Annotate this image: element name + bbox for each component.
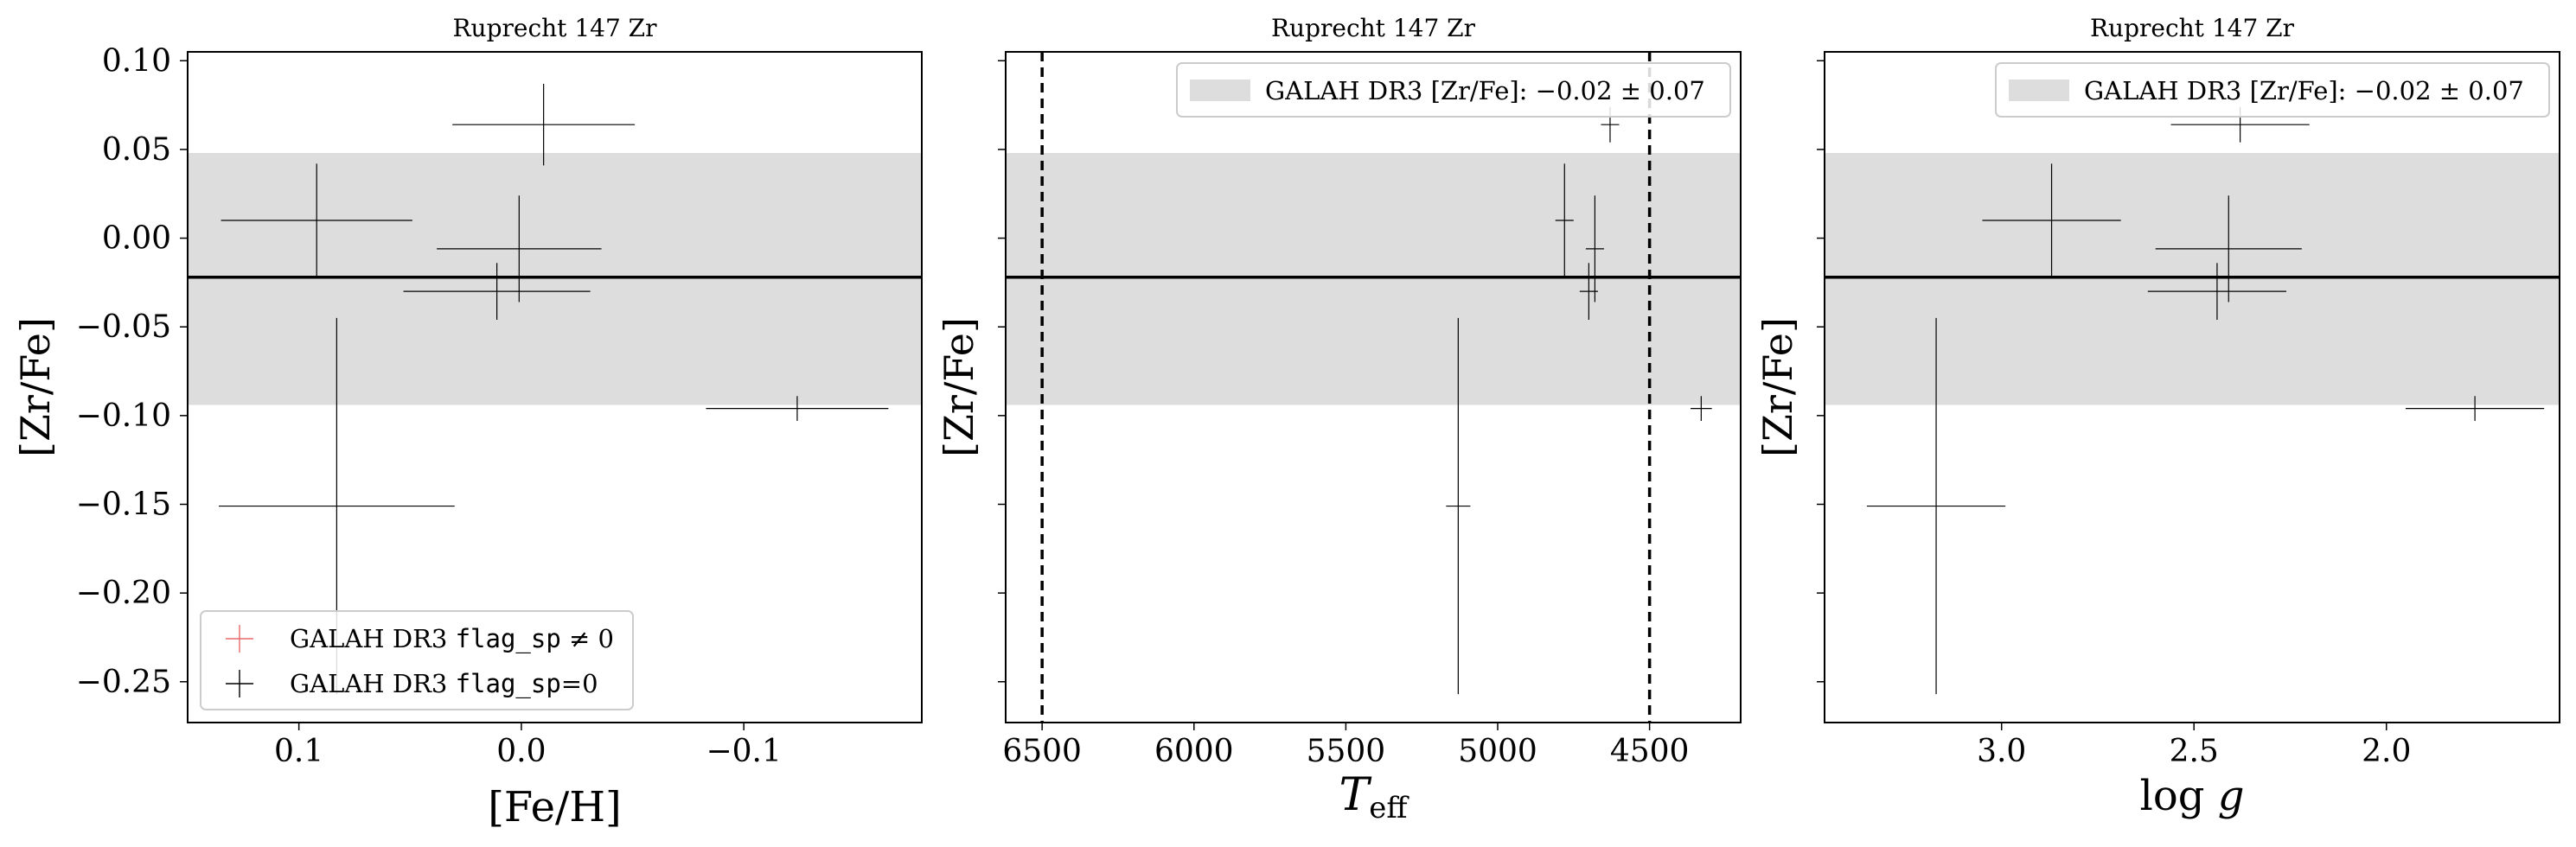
x-tick-label: −0.1: [706, 734, 781, 769]
legend-label: GALAH DR3 flag_sp ≠ 0: [290, 624, 614, 654]
x-tick-label: 0.0: [496, 734, 546, 769]
panel-title: Ruprecht 147 Zr: [452, 14, 657, 42]
legend-label: GALAH DR3 [Zr/Fe]: −0.02 ± 0.07: [1265, 76, 1705, 105]
legend-box: [1995, 62, 2550, 118]
y-tick-label: −0.20: [76, 576, 171, 611]
legend-label: GALAH DR3 [Zr/Fe]: −0.02 ± 0.07: [2084, 76, 2524, 105]
y-tick-label: 0.10: [102, 43, 171, 79]
data-point: [1691, 396, 1712, 422]
legend-label: GALAH DR3 flag_sp=0: [290, 669, 598, 699]
data-point: [1555, 163, 1574, 277]
legend: GALAH DR3 [Zr/Fe]: −0.02 ± 0.07: [1176, 62, 1731, 118]
x-tick-label: 5500: [1307, 734, 1386, 769]
x-tick-label: 3.0: [1977, 734, 2026, 769]
x-tick-label: 5000: [1458, 734, 1537, 769]
y-tick-label: 0.05: [102, 132, 171, 168]
y-axis-label: [Zr/Fe]: [1755, 317, 1801, 457]
data-point: [2147, 263, 2287, 320]
data-point: [403, 263, 591, 320]
data-point: [1446, 317, 1471, 695]
x-tick-label: 2.5: [2170, 734, 2219, 769]
y-axis-label: [Zr/Fe]: [936, 317, 982, 457]
y-axis-label: [Zr/Fe]: [12, 317, 59, 457]
x-tick-label: 2.0: [2362, 734, 2411, 769]
data-point: [706, 396, 889, 422]
data-point: [1866, 317, 2006, 695]
data-point: [2155, 195, 2302, 302]
y-tick-label: −0.10: [76, 398, 171, 434]
legend-band-swatch: [1190, 80, 1250, 101]
data-point: [437, 195, 602, 302]
panel-title: Ruprecht 147 Zr: [2090, 14, 2295, 42]
axes-frame: [1005, 51, 1742, 723]
reference-band: [188, 153, 922, 405]
data-point: [1579, 263, 1598, 320]
legend: GALAH DR3 [Zr/Fe]: −0.02 ± 0.07: [1995, 62, 2550, 118]
data-point: [2405, 396, 2545, 422]
x-tick-label: 4500: [1610, 734, 1690, 769]
x-axis-label: log g: [2140, 772, 2245, 820]
panel-1: 0.1 0.0 −0.1 0.10 0.05 0.00 −0.05 −0.10 −0.15 −0.…: [12, 14, 923, 831]
legend-box: [1176, 62, 1731, 118]
x-tick-label: 6000: [1154, 734, 1234, 769]
x-axis-label: Teff: [1339, 769, 1410, 825]
axes-frame: [187, 51, 923, 723]
panel-3: 3.0 2.5 2.0 Ruprecht 147 Zr [Zr/Fe] log g GALA…: [1755, 14, 2560, 820]
data-point: [221, 163, 412, 277]
panel-title: Ruprecht 147 Zr: [1271, 14, 1476, 42]
y-tick-label: 0.00: [102, 221, 171, 257]
axes-frame: [1824, 51, 2560, 723]
panel-2: 6500 6000 5500 5000 4500 Ruprecht 147 Zr [Zr/F…: [936, 14, 1742, 825]
reference-band: [1006, 153, 1741, 405]
legend: GALAH DR3 flag_sp ≠ 0 GALAH DR3 flag_sp=0: [200, 610, 634, 710]
y-tick-label: −0.05: [76, 309, 171, 345]
legend-box: [200, 610, 634, 710]
y-tick-label: −0.15: [76, 487, 171, 522]
data-point: [1585, 195, 1604, 302]
reference-band: [1825, 153, 2560, 405]
y-tick-label: −0.25: [76, 665, 171, 700]
data-point: [452, 83, 636, 166]
legend-band-swatch: [2009, 80, 2069, 101]
x-tick-label: 6500: [1002, 734, 1082, 769]
data-point: [1982, 163, 2121, 277]
x-tick-label: 0.1: [274, 734, 323, 769]
x-axis-label: [Fe/H]: [488, 783, 622, 831]
